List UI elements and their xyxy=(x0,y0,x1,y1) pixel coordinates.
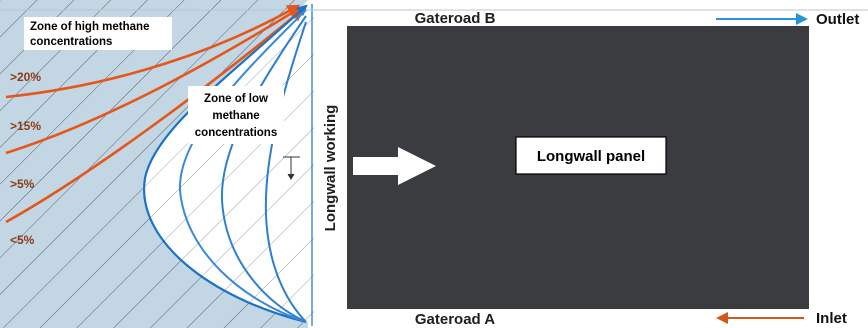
low-zone-line-3: concentrations xyxy=(195,127,277,139)
streamline-5 xyxy=(5,8,305,224)
high-zone-line-1: Zone of high methane xyxy=(30,21,149,33)
gateroad-a-label: Gateroad A xyxy=(415,311,495,328)
low-zone-line-1: Zone of low xyxy=(204,93,268,105)
concentration-label-5: >5% xyxy=(10,177,35,191)
section-marker xyxy=(283,156,300,180)
panel-label: Longwall panel xyxy=(537,148,645,165)
inlet-label: Inlet xyxy=(816,310,847,327)
streamline-blue-1 xyxy=(143,4,308,324)
low-zone-line-2: methane xyxy=(212,110,259,122)
longwall-working-label: Longwall working xyxy=(322,105,339,232)
outlet-label: Outlet xyxy=(816,11,859,28)
low-zone-label: Zone of low methane concentrations xyxy=(188,86,284,144)
inlet-arrowhead xyxy=(716,312,728,324)
streamline-20 xyxy=(5,4,301,99)
high-methane-streamlines xyxy=(5,4,305,224)
advance-arrow xyxy=(353,147,436,185)
low-methane-streamlines xyxy=(143,4,308,324)
concentration-label-lt5: <5% xyxy=(10,233,35,247)
high-zone-label: Zone of high methane concentrations xyxy=(24,17,172,50)
inlet-indicator: Inlet xyxy=(716,310,847,327)
gateroad-b-label: Gateroad B xyxy=(415,10,496,27)
streamline-blue-4 xyxy=(264,21,307,323)
streamline-15 xyxy=(5,6,303,155)
outlet-indicator: Outlet xyxy=(716,11,859,28)
streamline-blue-2 xyxy=(178,9,307,323)
concentration-label-20: >20% xyxy=(10,70,41,84)
outlet-arrowhead xyxy=(796,13,808,25)
concentration-labels: >20% >15% >5% <5% xyxy=(10,70,41,247)
streamline-blue-3 xyxy=(220,15,307,323)
panel-label-box: Longwall panel xyxy=(515,136,667,175)
concentration-label-15: >15% xyxy=(10,119,41,133)
high-zone-line-2: concentrations xyxy=(30,36,112,48)
